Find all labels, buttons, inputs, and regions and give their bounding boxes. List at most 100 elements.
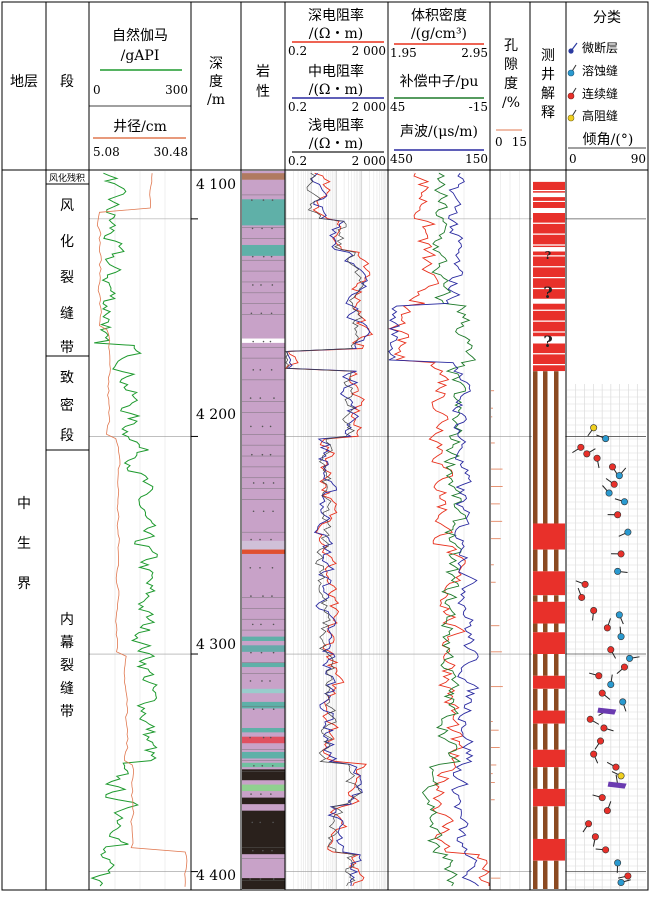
interp-fracture-zone [533,523,565,549]
lith-dot [272,765,274,767]
lith-dot [250,680,252,682]
lith-dot [250,567,252,569]
interp-stripe [554,624,559,633]
por-h3: 度 [504,76,518,92]
fracture-head [590,607,596,613]
den-title: 体积密度 [411,7,467,24]
lith-band [242,702,285,709]
interp-h2: 井 [541,67,555,83]
rd-unit: /(Ω・m) [309,26,364,42]
interp-stripe [543,689,548,711]
fracture-head [613,764,619,770]
lith-dot [262,850,264,852]
fracture-head [618,551,624,557]
lith-dot [253,765,255,767]
fracture-head [594,455,600,461]
ac-title: 声波/(μs/m) [400,124,478,140]
lith-dot [261,228,263,230]
interp-stripe [543,595,548,602]
lith-dot [259,822,261,824]
cls-max: 90 [631,152,646,166]
stratum-char-2: 生 [17,536,31,552]
lith-dot [260,878,262,880]
legend-continuous-label: 连续缝 [582,86,618,101]
rm-max: 2 000 [352,100,386,114]
stratum-char-3: 界 [17,576,31,592]
lith-dot [260,397,262,399]
cnl-title: 补偿中子/pu [400,74,479,90]
legend-fault-label: 微断层 [582,40,618,55]
cnl-max: -15 [469,100,488,114]
lith-dot [263,199,265,201]
gr-unit: /gAPI [121,48,160,64]
seg1-c3: 裂 [60,270,74,286]
fracture-head [599,794,605,800]
lith-band [242,728,285,732]
interp-fracture-zone [533,212,565,247]
seg3-c3: 裂 [60,658,74,674]
interp-gap [533,193,565,197]
lith-dot [270,341,272,343]
depth-tick-4200: 4 200 [196,407,236,423]
interp-stripe [543,654,548,676]
seg3-c1: 内 [60,612,74,628]
interp-tight-zone [533,624,565,633]
interp-stripe [554,767,559,789]
rd-min: 0.2 [288,44,307,58]
interp-stripe [554,806,559,839]
lith-dot [260,369,262,371]
lith-dot [251,312,253,314]
lith-dot [252,284,254,286]
lith-dot [262,595,264,597]
lith-dot [252,256,254,258]
depth-tick-4400: 4 400 [196,868,236,884]
lith-dot [262,426,264,428]
segment-weathering-residual: 风化残积 [49,172,85,184]
interp-fracture-zone [533,676,565,689]
lith-dot [253,482,255,484]
lith-dot [271,256,273,258]
lith-band [242,663,285,667]
den-max: 2.95 [461,46,488,60]
interp-stripe [554,861,559,889]
lith-dot [250,426,252,428]
lith-dot [250,652,252,654]
header-stratum: 地层 [10,74,38,90]
rm-min: 0.2 [288,100,307,114]
interp-stripe [533,654,538,676]
lith-dot [262,708,264,710]
interp-tight-zone [533,806,565,839]
interp-question-1: ? [545,249,551,262]
interp-fracture-zone [533,750,565,767]
lith-dot [249,878,251,880]
interp-fracture-zone [533,711,565,724]
fracture-head [608,646,614,652]
ac-max: 150 [465,152,488,166]
lith-dot [250,793,252,795]
depth-h1: 深 [209,56,223,72]
lith-band [242,188,285,199]
cal-max: 30.48 [154,145,188,159]
fracture-head [601,725,607,731]
interp-tight-zone [533,595,565,602]
depth-h2: 度 [209,74,223,90]
fracture-head [618,773,624,779]
lith-dot [261,765,263,767]
fracture-head [614,568,620,574]
fracture-head [625,529,631,535]
fracture-head [618,633,624,639]
lith-band [242,689,285,693]
lith-dot [272,822,274,824]
por-min: 0 [495,135,503,149]
lith-dot [271,312,273,314]
lith-dot [270,793,272,795]
lith-dot [273,397,275,399]
lith-dot [270,539,272,541]
gr-title: 自然伽马 [112,27,168,44]
lith-dot [252,369,254,371]
interp-tight-zone [533,724,565,750]
lith-dot [272,510,274,512]
lith-band [242,769,285,780]
rs-min: 0.2 [288,154,307,168]
interp-stripe [543,767,548,789]
